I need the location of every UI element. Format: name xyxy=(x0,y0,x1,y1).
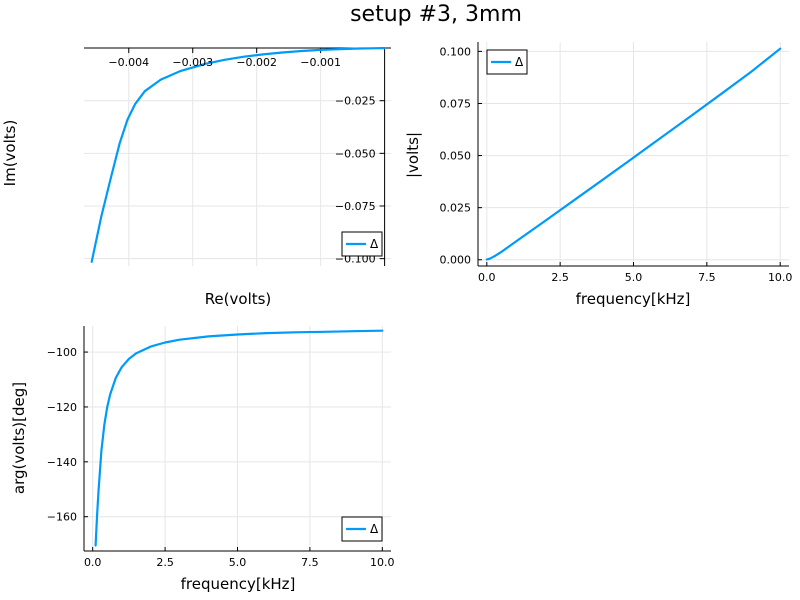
magnitude-y-tick-label-0: 0.000 xyxy=(440,254,472,267)
magnitude-y-tick-label-2: 0.050 xyxy=(440,150,472,163)
nyquist-legend-label-0: Δ xyxy=(370,237,379,251)
phase-y-axis-label: arg(volts)[deg] xyxy=(10,382,28,494)
phase-y-tick-label-0: −160 xyxy=(47,511,77,524)
phase-x-axis-label: frequency[kHz] xyxy=(181,575,296,593)
magnitude-plot: 0.0 2.5 5.0 7.5 10.0 0.000 0.025 0.050 0.075 0.10… xyxy=(404,42,792,308)
phase-series-line-0 xyxy=(94,329,384,547)
nyquist-series-line-0 xyxy=(90,46,386,263)
nyquist-y-tick-label-3: −0.025 xyxy=(335,95,376,108)
nyquist-y-tick-label-1: −0.075 xyxy=(335,200,376,213)
nyquist-x-axis-label: Re(volts) xyxy=(205,290,272,308)
nyquist-x-tick-label-2: −0.002 xyxy=(236,56,277,69)
phase-x-tick-label-2: 5.0 xyxy=(229,556,247,569)
magnitude-y-tick-label-4: 0.100 xyxy=(440,45,472,58)
magnitude-legend-label-0: Δ xyxy=(515,55,524,69)
phase-y-tick-label-2: −120 xyxy=(47,401,77,414)
phase-legend-label-0: Δ xyxy=(370,522,379,536)
phase-x-tick-label-3: 7.5 xyxy=(301,556,319,569)
magnitude-x-tick-label-2: 5.0 xyxy=(625,271,643,284)
magnitude-x-axis-label: frequency[kHz] xyxy=(576,290,691,308)
magnitude-y-tick-label-1: 0.025 xyxy=(440,202,472,215)
phase-y-tick-label-1: −140 xyxy=(47,456,77,469)
phase-y-tick-label-3: −100 xyxy=(47,346,77,359)
magnitude-y-tick-label-3: 0.075 xyxy=(440,97,472,110)
magnitude-series-line-0 xyxy=(485,47,782,261)
phase-plot: 0.0 2.5 5.0 7.5 10.0 −160 −140 −120 −100 frequen… xyxy=(10,326,395,593)
magnitude-x-tick-label-0: 0.0 xyxy=(478,271,496,284)
nyquist-plot: −0.004 −0.003 −0.002 −0.001−0.100−0.075−0.0… xyxy=(1,46,391,308)
magnitude-y-axis-label: |volts| xyxy=(404,132,422,178)
magnitude-x-tick-label-3: 7.5 xyxy=(698,271,716,284)
magnitude-x-tick-label-1: 2.5 xyxy=(551,271,569,284)
figure-title: setup #3, 3mm xyxy=(350,2,522,27)
nyquist-legend: Δ xyxy=(341,231,383,257)
nyquist-y-axis-label: Im(volts) xyxy=(1,120,19,187)
nyquist-x-tick-label-3: −0.001 xyxy=(300,56,341,69)
nyquist-y-tick-label-2: −0.050 xyxy=(335,147,376,160)
magnitude-x-tick-label-4: 10.0 xyxy=(768,271,793,284)
nyquist-x-tick-label-1: −0.003 xyxy=(172,56,213,69)
magnitude-legend: Δ xyxy=(486,49,528,75)
phase-x-tick-label-0: 0.0 xyxy=(84,556,102,569)
nyquist-x-tick-label-0: −0.004 xyxy=(108,56,149,69)
phase-x-tick-label-4: 10.0 xyxy=(370,556,395,569)
phase-legend: Δ xyxy=(341,516,383,542)
phase-x-tick-label-1: 2.5 xyxy=(156,556,174,569)
